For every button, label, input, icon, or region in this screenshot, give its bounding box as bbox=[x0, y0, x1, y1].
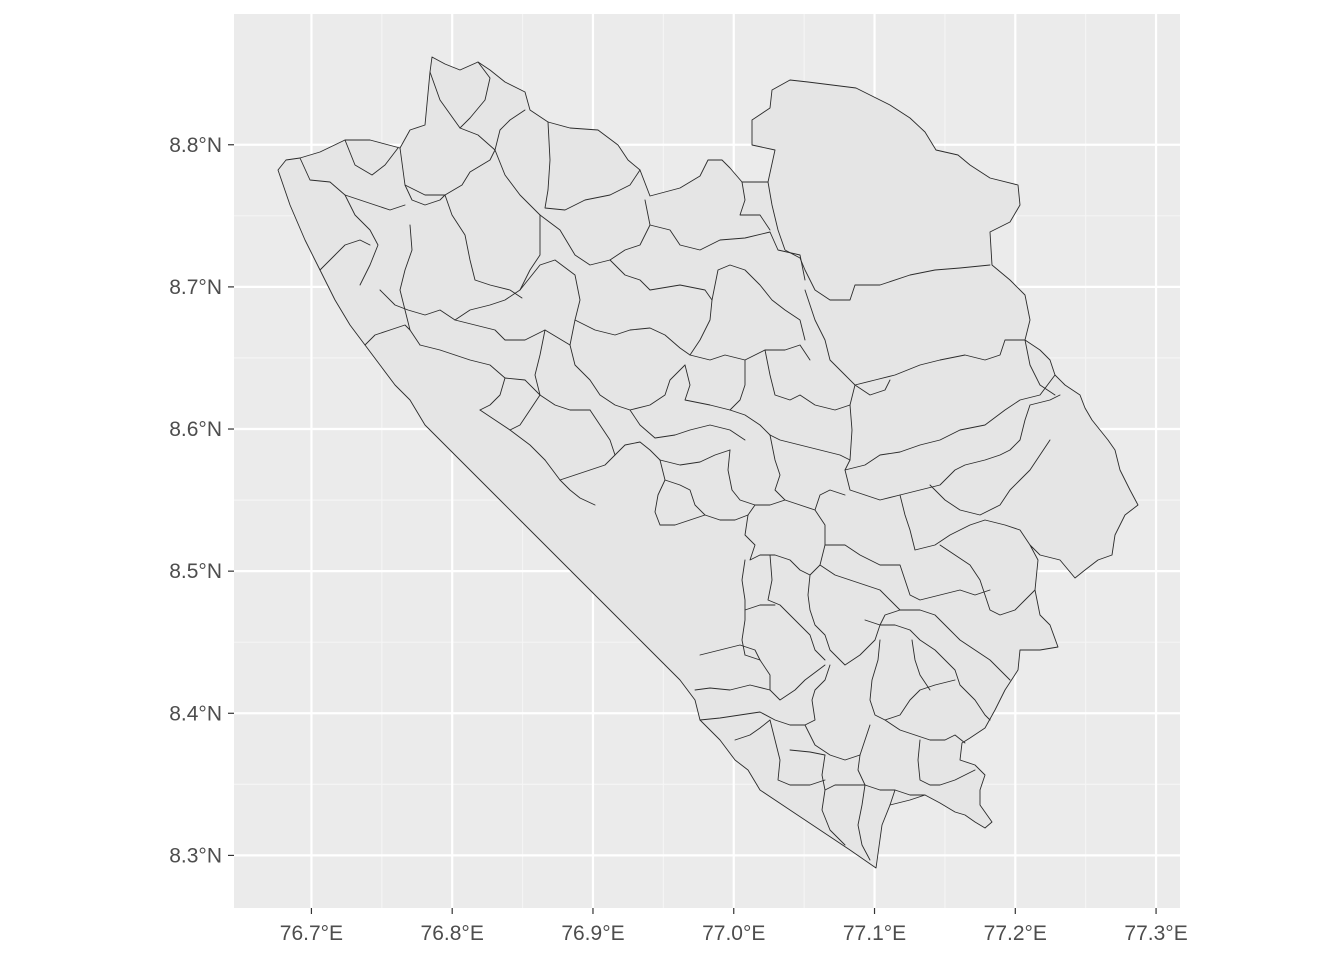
x-tick-label: 77.1°E bbox=[843, 922, 906, 945]
division-line bbox=[744, 604, 776, 611]
division-line bbox=[899, 609, 1011, 681]
division-line bbox=[767, 181, 991, 301]
division-line bbox=[711, 264, 806, 341]
y-tick-label: 8.8°N bbox=[169, 134, 222, 157]
division-line bbox=[319, 239, 371, 271]
division-line bbox=[559, 409, 616, 481]
division-line bbox=[699, 644, 761, 661]
division-line bbox=[429, 71, 526, 151]
division-line bbox=[727, 449, 786, 506]
division-line bbox=[889, 789, 896, 806]
division-line bbox=[769, 719, 826, 786]
y-tick-label: 8.4°N bbox=[169, 702, 222, 725]
x-tick-label: 76.7°E bbox=[280, 922, 343, 945]
y-tick-label: 8.5°N bbox=[169, 560, 222, 583]
division-line bbox=[824, 544, 991, 601]
division-line bbox=[844, 374, 1056, 471]
division-line bbox=[789, 749, 826, 756]
division-line bbox=[629, 409, 746, 441]
division-line bbox=[899, 494, 1031, 551]
division-line bbox=[684, 364, 771, 436]
division-line bbox=[444, 194, 523, 299]
division-line bbox=[544, 121, 641, 211]
division-line bbox=[884, 719, 966, 744]
y-tick-label: 8.3°N bbox=[169, 844, 222, 867]
division-line bbox=[744, 514, 821, 576]
division-line bbox=[544, 459, 596, 506]
division-line bbox=[509, 394, 541, 431]
division-line bbox=[404, 184, 446, 206]
division-line bbox=[929, 439, 1051, 516]
x-tick-label: 77.0°E bbox=[702, 922, 765, 945]
y-tick-label: 8.6°N bbox=[169, 418, 222, 441]
axes: 76.7°E 76.8°E 76.9°E 77.0°E 77.1°E 77.2°E 77.3… bbox=[169, 134, 1187, 945]
division-line bbox=[689, 344, 811, 361]
division-line bbox=[844, 394, 1061, 501]
y-tick-label: 8.7°N bbox=[169, 276, 222, 299]
division-line bbox=[857, 784, 871, 861]
division-line bbox=[419, 344, 506, 411]
division-line bbox=[609, 259, 713, 356]
division-line bbox=[699, 664, 831, 726]
division-line bbox=[654, 459, 756, 526]
division-line bbox=[857, 754, 926, 796]
division-line bbox=[379, 289, 456, 321]
division-line bbox=[459, 61, 491, 129]
division-line bbox=[769, 434, 846, 511]
division-line bbox=[854, 379, 891, 396]
division-line bbox=[739, 181, 771, 231]
division-line bbox=[911, 639, 931, 691]
division-line bbox=[814, 509, 901, 611]
division-line bbox=[734, 719, 771, 741]
division-line bbox=[807, 574, 901, 666]
division-line bbox=[454, 149, 541, 321]
district-outline bbox=[277, 56, 1139, 869]
division-line bbox=[364, 324, 411, 346]
division-line bbox=[769, 434, 851, 461]
division-line bbox=[744, 654, 826, 701]
division-line bbox=[344, 194, 406, 211]
x-tick-label: 77.3°E bbox=[1124, 922, 1187, 945]
division-line bbox=[504, 377, 541, 396]
division-line bbox=[767, 554, 826, 661]
x-tick-label: 77.2°E bbox=[984, 922, 1047, 945]
division-line bbox=[569, 344, 686, 411]
division-line bbox=[804, 724, 871, 761]
division-line bbox=[344, 139, 399, 176]
division-line bbox=[821, 754, 866, 791]
division-line bbox=[729, 359, 746, 411]
division-line bbox=[299, 157, 379, 286]
division-line bbox=[917, 739, 976, 786]
division-line bbox=[1024, 339, 1056, 396]
division-line bbox=[574, 319, 691, 356]
division-line bbox=[399, 147, 496, 196]
map-regions bbox=[277, 56, 1139, 869]
division-line bbox=[821, 789, 846, 846]
division-line bbox=[864, 619, 991, 721]
division-line bbox=[939, 544, 1036, 616]
x-tick-label: 76.9°E bbox=[561, 922, 624, 945]
division-line bbox=[804, 289, 1026, 386]
division-line bbox=[664, 479, 706, 516]
x-tick-label: 76.8°E bbox=[421, 922, 484, 945]
division-line bbox=[764, 349, 856, 411]
division-line bbox=[694, 684, 771, 691]
